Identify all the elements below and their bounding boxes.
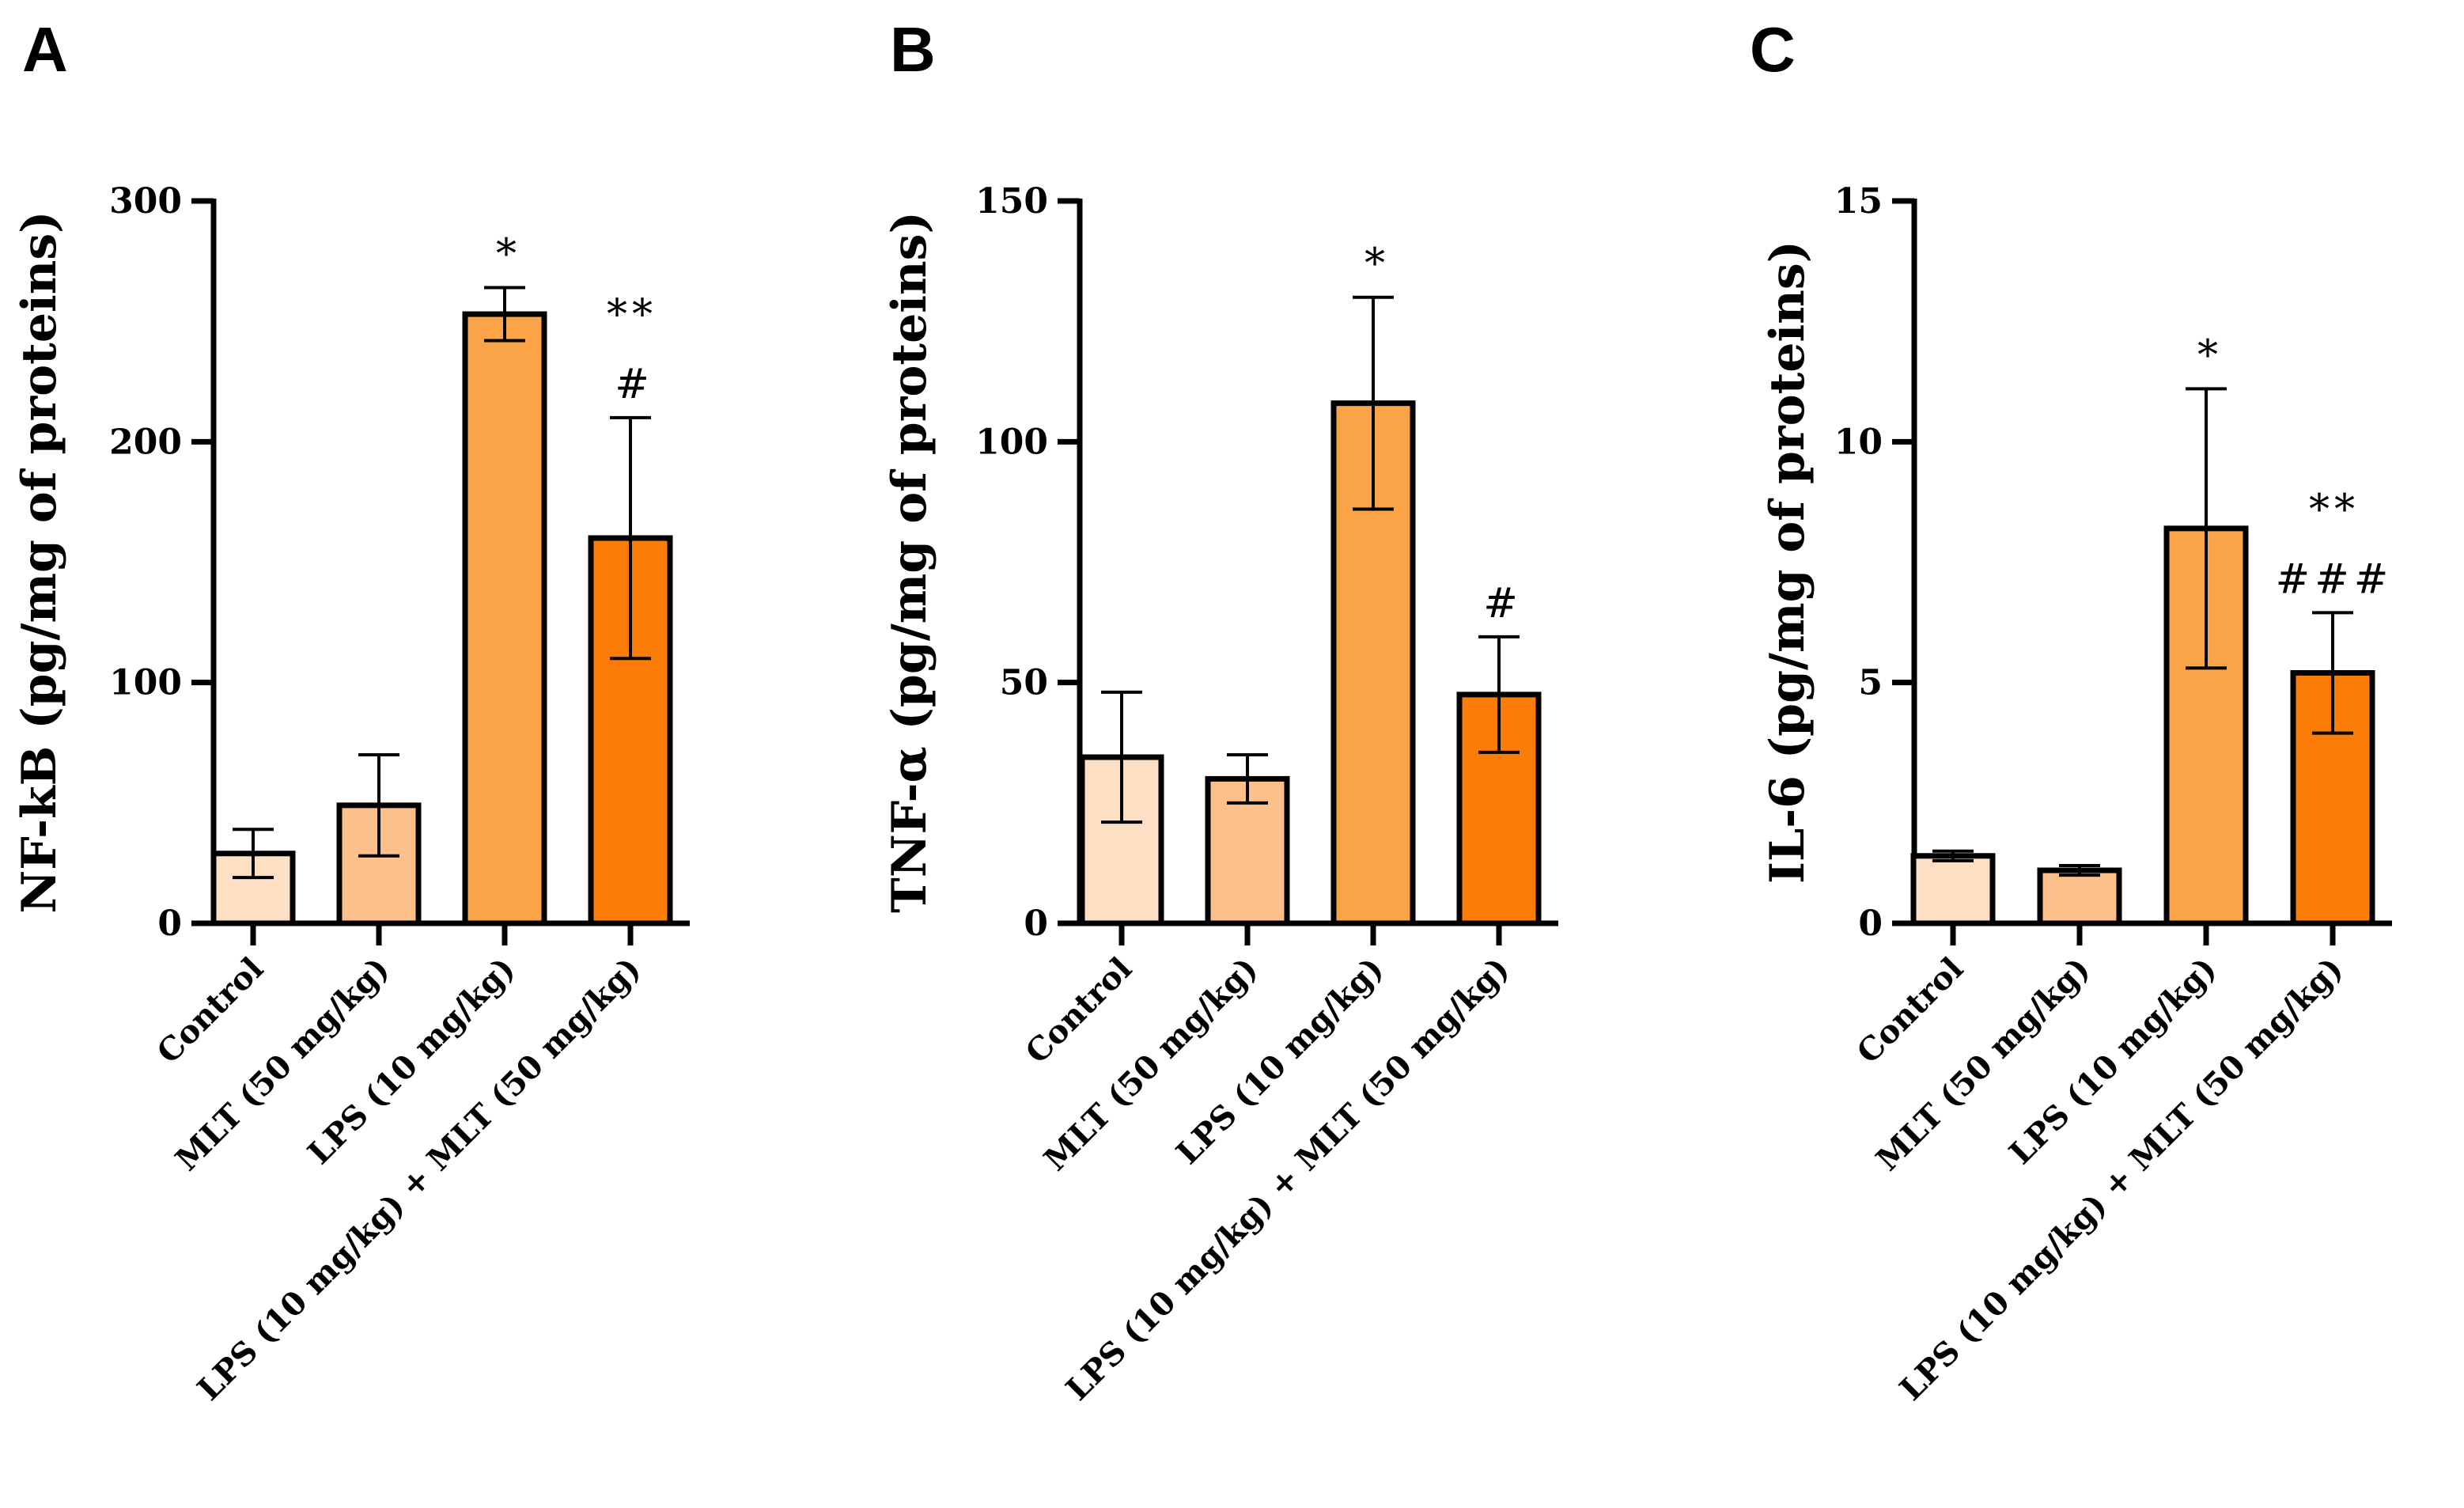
y-tick-label: 5	[1858, 663, 1883, 703]
x-tick-label: MLT (50 mg/kg)	[1869, 950, 2097, 1178]
x-tick-label: Control	[1018, 950, 1139, 1071]
significance-mark: **	[607, 291, 657, 339]
x-tick-label: MLT (50 mg/kg)	[168, 950, 396, 1178]
x-tick-label: Control	[1849, 950, 1970, 1071]
y-tick-label: 0	[1858, 904, 1883, 944]
y-tick-label: 15	[1834, 181, 1883, 222]
significance-mark: #	[1483, 580, 1518, 627]
bar-1	[1910, 853, 1996, 926]
panel-letter: C	[1750, 14, 1796, 85]
bar-3	[462, 311, 547, 926]
panel-letter: B	[890, 14, 936, 85]
y-tick-label: 100	[975, 422, 1048, 462]
chart-panel-a: A NF-kB (pg/mg of proteins) 0 100 200 300 Cont…	[12, 14, 690, 1408]
bar-2	[2037, 867, 2122, 926]
y-tick-label: 150	[975, 181, 1048, 222]
chart-panel-c: C IL-6 (pg/mg of proteins) 0 5 10 15 ControlML…	[1750, 14, 2394, 1408]
y-tick-label: 100	[109, 663, 182, 703]
x-tick-label: Control	[150, 950, 271, 1071]
x-tick-label: LPS (10 mg/kg)	[301, 950, 522, 1172]
x-tick-label: LPS (10 mg/kg) + MLT (50 mg/kg)	[1058, 950, 1516, 1408]
chart-panel-b: B TNF-α (pg/mg of proteins) 0 50 100 150 Contr…	[882, 14, 1558, 1408]
y-axis-label: TNF-α (pg/mg of proteins)	[882, 211, 937, 913]
y-axis-label: NF-kB (pg/mg of proteins)	[12, 210, 67, 913]
y-axis-label: IL-6 (pg/mg of proteins)	[1760, 241, 1815, 884]
x-tick-label: LPS (10 mg/kg)	[1169, 950, 1391, 1172]
x-tick-label: LPS (10 mg/kg) + MLT (50 mg/kg)	[1892, 950, 2350, 1408]
significance-mark: *	[1364, 241, 1385, 288]
panel-letter: A	[22, 14, 68, 85]
significance-mark: *	[496, 231, 517, 278]
x-tick-label: LPS (10 mg/kg)	[2002, 950, 2224, 1172]
y-tick-label: 0	[157, 904, 182, 944]
y-tick-label: 0	[1024, 904, 1048, 944]
y-tick-label: 10	[1834, 422, 1883, 462]
significance-mark: *	[2197, 332, 2218, 379]
x-tick-label: MLT (50 mg/kg)	[1037, 950, 1265, 1178]
significance-mark: **	[2309, 486, 2360, 533]
significance-mark: #	[615, 361, 649, 408]
y-tick-label: 200	[109, 422, 182, 462]
x-tick-label: LPS (10 mg/kg) + MLT (50 mg/kg)	[190, 950, 648, 1408]
y-tick-label: 300	[109, 181, 182, 222]
significance-mark: ###	[2276, 555, 2394, 603]
y-tick-label: 50	[1000, 663, 1048, 703]
